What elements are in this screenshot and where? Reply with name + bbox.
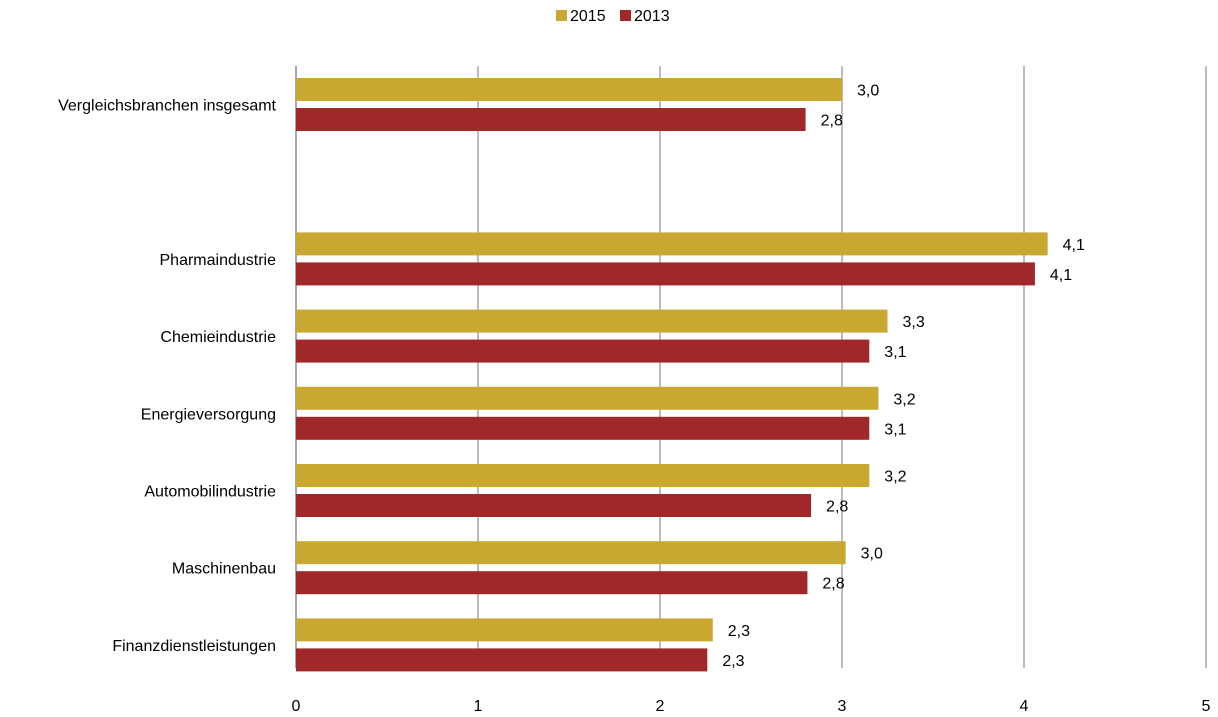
bar-2013-6 [296, 571, 808, 595]
category-label-4: Energieversorgung [141, 406, 276, 423]
data-label-2015-3: 3,3 [903, 314, 925, 331]
data-label-2013-4: 3,1 [884, 421, 906, 438]
data-label-2013-3: 3,1 [884, 344, 906, 361]
data-label-2013-6: 2,8 [822, 576, 844, 593]
bar-2015-2 [296, 232, 1048, 256]
legend-swatch-2013 [620, 10, 631, 21]
data-label-2015-7: 2,3 [728, 623, 750, 640]
category-label-5: Automobilindustrie [144, 484, 276, 501]
data-label-2015-2: 4,1 [1063, 237, 1085, 254]
data-label-2015-0: 3,0 [857, 83, 879, 100]
x-tick-label-1: 1 [474, 698, 483, 715]
x-tick-label-4: 4 [1020, 698, 1029, 715]
bar-2015-3 [296, 309, 888, 333]
data-label-2013-5: 2,8 [826, 499, 848, 516]
legend-swatch-2015 [556, 10, 567, 21]
data-label-2015-5: 3,2 [884, 469, 906, 486]
legend-label-2015: 2015 [570, 8, 606, 25]
bar-2015-5 [296, 464, 870, 487]
legend: 2015 2013 [556, 8, 670, 25]
bar-2015-6 [296, 541, 846, 565]
category-label-7: Finanzdienstleistungen [112, 638, 276, 655]
bar-2013-4 [296, 416, 870, 440]
x-tick-label-5: 5 [1202, 698, 1211, 715]
category-label-6: Maschinenbau [172, 561, 276, 578]
data-label-2013-2: 4,1 [1050, 267, 1072, 284]
category-label-2: Pharmaindustrie [160, 252, 277, 269]
bar-2013-0 [296, 108, 806, 131]
bar-2013-5 [296, 494, 812, 517]
bar-2013-3 [296, 339, 870, 363]
bar-2015-7 [296, 618, 713, 642]
bar-2013-7 [296, 648, 708, 672]
data-label-2015-4: 3,2 [893, 391, 915, 408]
data-label-2015-6: 3,0 [861, 546, 883, 563]
x-tick-label-3: 3 [838, 698, 847, 715]
bar-2015-0 [296, 78, 842, 101]
bar-2015-4 [296, 386, 879, 410]
x-tick-label-2: 2 [656, 698, 665, 715]
category-label-0: Vergleichsbranchen insgesamt [58, 98, 276, 115]
bar-2013-2 [296, 262, 1035, 286]
category-label-3: Chemieindustrie [160, 329, 276, 346]
x-tick-label-0: 0 [292, 698, 301, 715]
bars [296, 78, 1048, 672]
legend-label-2013: 2013 [634, 8, 670, 25]
data-label-2013-0: 2,8 [821, 113, 843, 130]
data-label-2013-7: 2,3 [722, 653, 744, 670]
gridlines [295, 66, 1207, 668]
labels: 0 1 2 3 4 5 3,0 2,8 Vergleichsbranchen insgesamt… [58, 83, 1210, 716]
